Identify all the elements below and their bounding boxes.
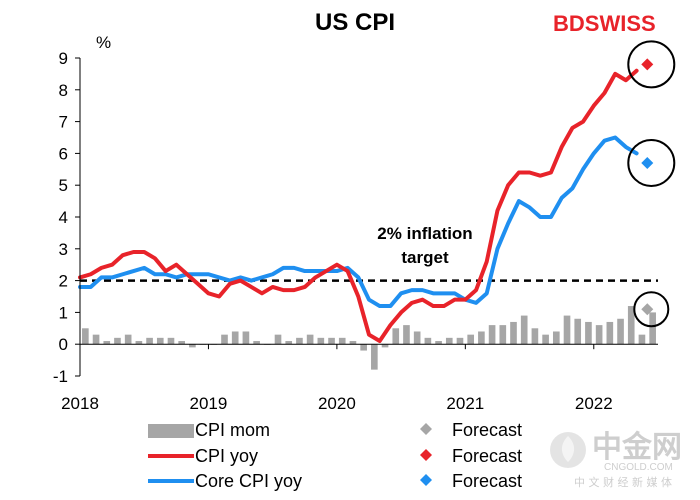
cpi-mom-bar: [231, 331, 239, 345]
x-tick-label: 2019: [190, 394, 228, 413]
cpi-mom-bar: [542, 334, 549, 345]
legend-forecast-label: Forecast: [452, 420, 522, 440]
cpi-mom-bar: [135, 341, 143, 345]
cpi-yoy-forecast-marker: [641, 58, 654, 71]
cpi-mom-bar: [82, 328, 89, 345]
inflation-target-label-line2: target: [401, 248, 449, 267]
legend-label: Core CPI yoy: [195, 471, 302, 491]
x-tick-label: 2021: [446, 394, 484, 413]
cpi-mom-bar: [306, 334, 314, 345]
legend-swatch-cpi-mom: [148, 424, 194, 438]
forecast-highlight-circle: [627, 40, 676, 89]
cpi-mom-bar: [456, 337, 464, 345]
cpi-mom-bar: [285, 341, 293, 345]
cpi-mom-forecast-marker: [641, 303, 654, 316]
cpi-mom-bar: [403, 325, 410, 345]
watermark-flame-icon: [561, 436, 575, 462]
y-tick-label: 8: [59, 81, 68, 100]
y-tick-label: 5: [59, 176, 68, 195]
watermark-tagline: 中 文 财 经 新 媒 体: [574, 475, 672, 489]
cpi-mom-bar: [381, 344, 389, 348]
y-tick-label: 3: [59, 240, 68, 259]
cpi-mom-bar: [606, 321, 614, 345]
y-tick-label: 1: [59, 303, 68, 322]
cpi-mom-bar: [467, 334, 475, 345]
cpi-mom-bar: [92, 334, 100, 345]
cpi-mom-bar: [510, 321, 517, 345]
cpi-mom-bar: [167, 337, 175, 345]
cpi-mom-bar: [338, 337, 346, 345]
legend-forecast-label: Forecast: [452, 471, 522, 491]
cpi-mom-bar: [360, 344, 367, 351]
legend-forecast-diamond: [420, 474, 432, 486]
cpi-mom-bar: [103, 341, 111, 345]
cpi-mom-bar: [424, 337, 432, 345]
cpi-mom-bar: [617, 318, 624, 345]
y-tick-label: 9: [59, 49, 68, 68]
chart-title: US CPI: [315, 9, 395, 36]
cngold-watermark: 中金网 CNGOLD.COM 中 文 财 经 新 媒 体: [550, 430, 682, 489]
cpi-mom-bar: [435, 341, 442, 345]
legend-forecast-label: Forecast: [452, 446, 522, 466]
brand-bd-text: BD: [553, 11, 585, 36]
cpi-mom-bar: [445, 337, 453, 345]
cpi-mom-bar: [349, 341, 357, 345]
cpi-mom-bar: [520, 315, 528, 345]
cpi-mom-bar: [552, 331, 560, 345]
x-tick-label: 2020: [318, 394, 356, 413]
cpi-mom-bar: [189, 344, 196, 348]
x-tick-label: 2018: [61, 394, 99, 413]
cpi-mom-bar: [585, 321, 592, 345]
inflation-target-label-line1: 2% inflation: [377, 224, 472, 243]
y-tick-label: 6: [59, 144, 68, 163]
legend-label: CPI yoy: [195, 446, 258, 466]
brand-swiss-text: SWISS: [585, 11, 656, 36]
cpi-mom-bar: [499, 325, 507, 345]
core-cpi-yoy-line: [78, 135, 639, 309]
y-tick-label: 2: [59, 272, 68, 291]
y-axis-unit-label: %: [96, 33, 111, 52]
cpi-mom-bar: [531, 328, 539, 345]
cpi-mom-bar: [478, 331, 485, 345]
y-tick-label: -1: [53, 367, 68, 386]
cpi-mom-bar: [296, 337, 303, 345]
cpi-mom-bar: [574, 318, 582, 345]
cpi-mom-bar: [638, 334, 646, 345]
cpi-mom-bar: [413, 331, 421, 345]
legend-label: CPI mom: [195, 420, 270, 440]
cpi-mom-bar: [595, 325, 603, 345]
cpi-mom-bar: [649, 312, 656, 345]
cpi-mom-bar: [221, 334, 228, 345]
y-tick-label: 7: [59, 113, 68, 132]
cpi-mom-bar: [488, 325, 496, 345]
cpi-mom-bar: [563, 315, 571, 345]
cpi-mom-bar: [156, 337, 164, 345]
legend-forecast-diamond: [420, 449, 432, 461]
cpi-mom-bar: [124, 334, 132, 345]
bdswiss-logo: BDSWISS: [553, 11, 656, 36]
cpi-yoy-line: [78, 68, 639, 344]
cpi-mom-bar: [146, 337, 153, 345]
watermark-domain: CNGOLD.COM: [604, 462, 673, 473]
cpi-mom-bar: [328, 337, 335, 345]
cpi-mom-bar: [242, 331, 250, 345]
core-cpi-forecast-marker: [641, 156, 654, 169]
cpi-mom-bar: [253, 341, 260, 345]
cpi-mom-bar: [392, 328, 400, 345]
cpi-mom-bar: [274, 334, 282, 345]
y-tick-label: 0: [59, 335, 68, 354]
cpi-mom-bar: [627, 306, 635, 345]
x-tick-label: 2022: [575, 394, 613, 413]
forecast-highlight-circle: [633, 291, 670, 328]
watermark-name: 中金网: [592, 430, 682, 465]
legend-forecast-diamond: [420, 423, 432, 435]
svg-text:BDSWISS: BDSWISS: [553, 11, 656, 36]
y-tick-label: 4: [59, 208, 68, 227]
forecast-highlight-circle: [627, 138, 676, 187]
cpi-mom-bar: [178, 341, 186, 345]
cpi-mom-bar: [317, 337, 325, 345]
cpi-mom-bar: [371, 344, 378, 370]
cpi-mom-bar: [114, 337, 121, 345]
